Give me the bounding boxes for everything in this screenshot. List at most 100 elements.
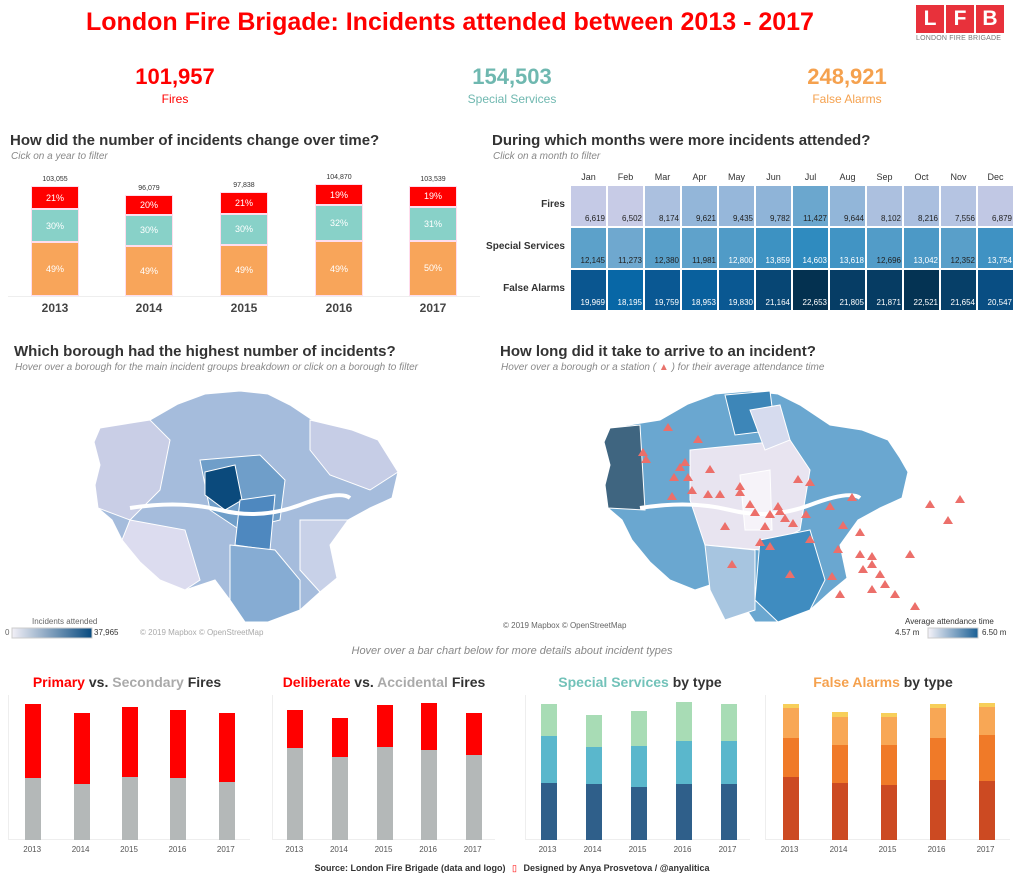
fire-station-triangle-icon[interactable] bbox=[773, 502, 783, 510]
heatmap-cell[interactable]: 19,830 bbox=[718, 269, 755, 311]
bar-segment[interactable] bbox=[170, 777, 187, 840]
month-header[interactable]: Oct bbox=[914, 172, 929, 182]
fire-station-triangle-icon[interactable] bbox=[755, 538, 765, 546]
bar-segment[interactable] bbox=[585, 746, 602, 785]
borough-hillingdon[interactable] bbox=[603, 424, 646, 511]
small-stacked-bar-chart[interactable] bbox=[8, 695, 250, 840]
fire-station-triangle-icon[interactable] bbox=[925, 500, 935, 508]
fire-station-triangle-icon[interactable] bbox=[905, 550, 915, 558]
bar-segment[interactable] bbox=[585, 715, 602, 747]
heatmap-cell[interactable]: 22,653 bbox=[792, 269, 829, 311]
heatmap-cell[interactable]: 22,521 bbox=[903, 269, 940, 311]
fire-station-triangle-icon[interactable] bbox=[855, 550, 865, 558]
fire-station-triangle-icon[interactable] bbox=[745, 500, 755, 508]
fire-station-triangle-icon[interactable] bbox=[805, 535, 815, 543]
bar-segment[interactable] bbox=[25, 704, 42, 778]
heatmap-cell[interactable]: 12,352 bbox=[940, 227, 977, 269]
bar-segment[interactable] bbox=[376, 746, 393, 840]
year-label[interactable]: 2014 bbox=[135, 301, 163, 315]
bar-segment[interactable] bbox=[880, 716, 897, 746]
fire-station-triangle-icon[interactable] bbox=[867, 585, 877, 593]
heatmap-cell[interactable]: 13,042 bbox=[903, 227, 940, 269]
heatmap-cell[interactable]: 6,619 bbox=[570, 185, 607, 227]
fire-station-triangle-icon[interactable] bbox=[735, 488, 745, 496]
bar-segment[interactable] bbox=[831, 712, 848, 718]
bar-segment[interactable] bbox=[630, 711, 647, 746]
bar-segment[interactable] bbox=[978, 735, 995, 782]
bar-segment[interactable] bbox=[630, 745, 647, 788]
fire-station-triangle-icon[interactable] bbox=[838, 521, 848, 529]
bar-segment[interactable] bbox=[929, 737, 946, 781]
bar-segment[interactable] bbox=[218, 712, 235, 782]
small-stacked-bar-chart[interactable] bbox=[765, 695, 1010, 840]
bar-segment[interactable] bbox=[675, 784, 692, 840]
bar-segment[interactable]: 30% bbox=[125, 215, 173, 246]
bar-segment[interactable] bbox=[25, 777, 42, 840]
bar-segment[interactable] bbox=[376, 704, 393, 747]
bar-segment[interactable] bbox=[720, 784, 737, 840]
footer-designer[interactable]: Designed by Anya Prosvetova / @anyalitic… bbox=[523, 863, 710, 873]
bar-segment[interactable] bbox=[421, 703, 438, 750]
month-header[interactable]: Mar bbox=[654, 172, 671, 182]
month-header[interactable]: Jan bbox=[581, 172, 596, 182]
fire-station-triangle-icon[interactable] bbox=[680, 458, 690, 466]
heatmap-cell[interactable]: 12,380 bbox=[644, 227, 681, 269]
heatmap-cell[interactable]: 12,145 bbox=[570, 227, 607, 269]
heatmap-cell[interactable]: 6,879 bbox=[977, 185, 1014, 227]
fire-station-triangle-icon[interactable] bbox=[910, 602, 920, 610]
bar-segment[interactable] bbox=[782, 704, 799, 709]
month-header[interactable]: Sep bbox=[876, 172, 893, 182]
bar-segment[interactable] bbox=[675, 702, 692, 741]
fire-station-triangle-icon[interactable] bbox=[760, 522, 770, 530]
bar-segment[interactable] bbox=[782, 738, 799, 777]
heatmap-cell[interactable]: 13,754 bbox=[977, 227, 1014, 269]
borough-map[interactable] bbox=[93, 390, 399, 623]
fire-station-triangle-icon[interactable] bbox=[890, 590, 900, 598]
heatmap-cell[interactable]: 19,969 bbox=[570, 269, 607, 311]
fire-station-triangle-icon[interactable] bbox=[667, 492, 677, 500]
yearly-stacked-bar-chart[interactable]: 49% 30% 21% 103,055 2013 49% 30% 20% 96,079 2014 4… bbox=[0, 170, 485, 320]
bar-segment[interactable] bbox=[831, 744, 848, 784]
fire-station-triangle-icon[interactable] bbox=[805, 478, 815, 486]
heatmap-cell[interactable]: 18,195 bbox=[607, 269, 644, 311]
heatmap-cell[interactable]: 8,102 bbox=[866, 185, 903, 227]
fire-station-triangle-icon[interactable] bbox=[720, 522, 730, 530]
fire-station-triangle-icon[interactable] bbox=[750, 508, 760, 516]
fire-station-triangle-icon[interactable] bbox=[825, 502, 835, 510]
borough[interactable] bbox=[121, 519, 201, 591]
bar-segment[interactable] bbox=[331, 717, 348, 757]
bar-segment[interactable] bbox=[720, 740, 737, 785]
heatmap-cell[interactable]: 8,216 bbox=[903, 185, 940, 227]
heatmap-cell[interactable]: 9,782 bbox=[755, 185, 792, 227]
bar-segment[interactable] bbox=[831, 717, 848, 745]
bar-segment[interactable] bbox=[331, 756, 348, 840]
bar-segment[interactable] bbox=[122, 776, 138, 840]
bar-segment[interactable] bbox=[880, 785, 897, 840]
heatmap-cell[interactable]: 9,435 bbox=[718, 185, 755, 227]
bar-segment[interactable]: 49% bbox=[31, 242, 79, 296]
heatmap-cell[interactable]: 14,603 bbox=[792, 227, 829, 269]
bar-segment[interactable] bbox=[73, 713, 90, 784]
heatmap-cell[interactable]: 20,547 bbox=[977, 269, 1014, 311]
bar-segment[interactable] bbox=[73, 783, 90, 840]
fire-station-triangle-icon[interactable] bbox=[875, 570, 885, 578]
bar-segment[interactable] bbox=[978, 702, 995, 707]
bar-segment[interactable]: 19% bbox=[315, 184, 363, 206]
bar-segment[interactable] bbox=[880, 712, 897, 717]
bar-segment[interactable] bbox=[831, 783, 848, 840]
bar-segment[interactable] bbox=[122, 706, 138, 777]
bar-segment[interactable]: 49% bbox=[125, 245, 173, 296]
fire-station-triangle-icon[interactable] bbox=[801, 510, 811, 518]
borough[interactable] bbox=[704, 544, 756, 621]
heatmap-cell[interactable]: 21,871 bbox=[866, 269, 903, 311]
borough[interactable] bbox=[749, 404, 791, 451]
year-label[interactable]: 2013 bbox=[41, 301, 69, 315]
bar-segment[interactable] bbox=[720, 703, 737, 741]
heatmap-cell[interactable]: 11,427 bbox=[792, 185, 829, 227]
fire-station-triangle-icon[interactable] bbox=[638, 448, 648, 456]
bar-segment[interactable] bbox=[585, 784, 602, 840]
monthly-heatmap[interactable]: Jan Feb Mar Apr May Jun Jul Aug Sep Oct Nov Dec Fire… bbox=[485, 165, 1024, 315]
fire-station-triangle-icon[interactable] bbox=[788, 519, 798, 527]
month-header[interactable]: Jul bbox=[804, 172, 817, 182]
fire-station-triangle-icon[interactable] bbox=[855, 528, 865, 536]
